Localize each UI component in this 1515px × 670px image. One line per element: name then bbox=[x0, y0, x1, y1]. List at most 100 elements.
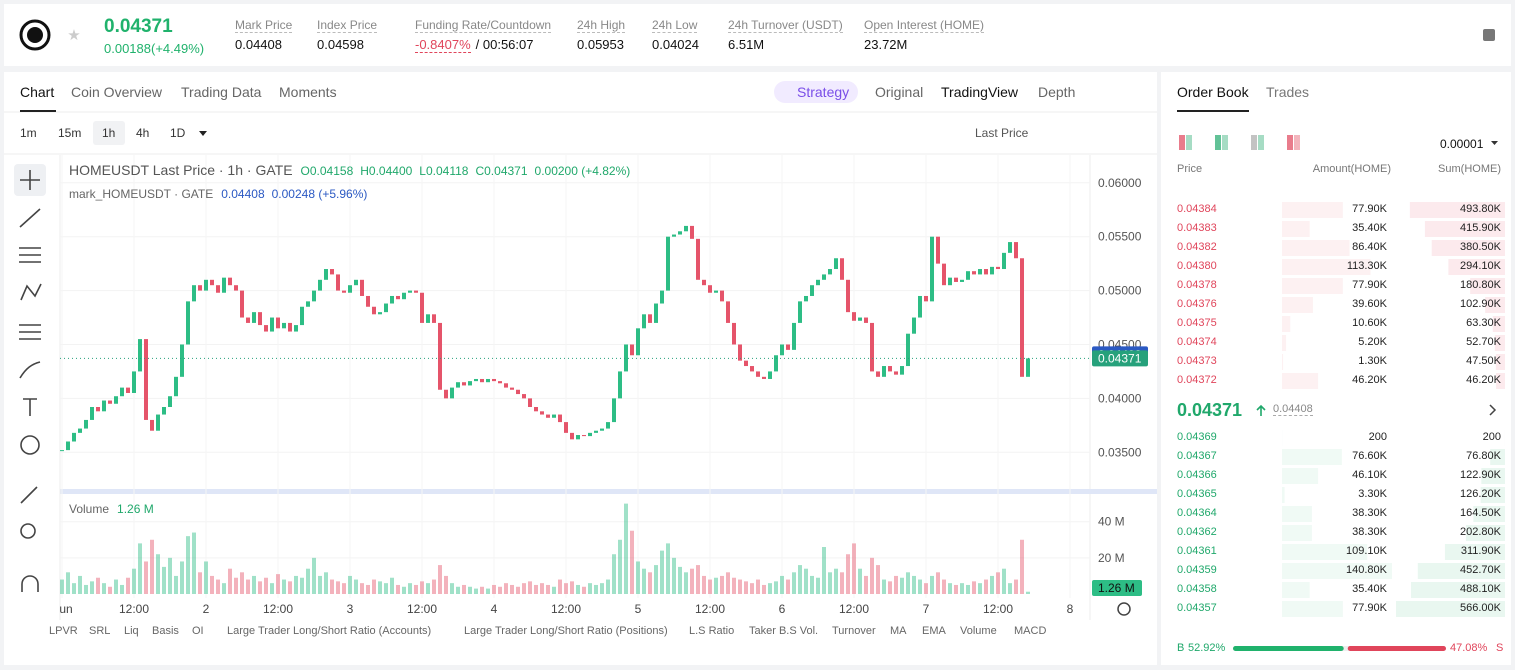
emoji-tool[interactable] bbox=[20, 435, 40, 455]
book-price[interactable]: 0.04366 bbox=[1177, 469, 1217, 481]
book-price[interactable]: 0.04376 bbox=[1177, 298, 1217, 310]
book-header: Sum(HOME) bbox=[1438, 163, 1501, 175]
book-price[interactable]: 0.04369 bbox=[1177, 431, 1217, 443]
settings-icon[interactable] bbox=[1117, 602, 1131, 616]
view-tab[interactable]: TradingView bbox=[941, 84, 1019, 100]
interval[interactable]: 1D bbox=[170, 126, 186, 140]
volume-bar bbox=[252, 575, 256, 594]
indicator[interactable]: SRL bbox=[89, 625, 111, 637]
strategy-pill[interactable] bbox=[774, 81, 858, 103]
indicator[interactable]: Large Trader Long/Short Ratio (Positions… bbox=[464, 625, 668, 637]
candle bbox=[486, 378, 490, 383]
candle bbox=[114, 396, 118, 404]
book-price[interactable]: 0.04380 bbox=[1177, 260, 1217, 272]
channel-tool[interactable] bbox=[19, 247, 41, 263]
chart-tab[interactable]: Coin Overview bbox=[71, 84, 163, 100]
volume-bar bbox=[540, 583, 544, 594]
book-tab[interactable]: Order Book bbox=[1177, 84, 1249, 100]
view-tab[interactable]: Original bbox=[875, 84, 924, 100]
volume-bar bbox=[120, 584, 124, 594]
interval[interactable]: 1m bbox=[20, 126, 37, 140]
ruler-tool[interactable] bbox=[20, 486, 38, 504]
indicator[interactable]: Volume bbox=[960, 625, 997, 637]
indicator[interactable]: L.S Ratio bbox=[689, 625, 735, 637]
stat-value: 0.04024 bbox=[652, 37, 699, 52]
book-price[interactable]: 0.04361 bbox=[1177, 545, 1217, 557]
volume-bar bbox=[84, 584, 88, 594]
precision[interactable]: 0.00001 bbox=[1440, 137, 1484, 151]
layout-icon[interactable] bbox=[1483, 29, 1495, 41]
indicator[interactable]: Taker B.S Vol. bbox=[749, 625, 819, 637]
book-price[interactable]: 0.04359 bbox=[1177, 564, 1217, 576]
indicator[interactable]: EMA bbox=[922, 625, 946, 637]
brush-tool[interactable] bbox=[19, 361, 41, 379]
interval[interactable]: 15m bbox=[58, 126, 82, 140]
book-price[interactable]: 0.04365 bbox=[1177, 488, 1217, 500]
book-price[interactable]: 0.04362 bbox=[1177, 526, 1217, 538]
volume-bar bbox=[666, 543, 670, 594]
indicator[interactable]: MACD bbox=[1014, 625, 1047, 637]
indicator[interactable]: Large Trader Long/Short Ratio (Accounts) bbox=[227, 625, 432, 637]
line-tool[interactable] bbox=[19, 208, 41, 228]
candle bbox=[330, 269, 334, 275]
book-price[interactable]: 0.04367 bbox=[1177, 450, 1217, 462]
indicator[interactable]: LPVR bbox=[49, 625, 78, 637]
chart-tab[interactable]: Trading Data bbox=[181, 84, 262, 100]
book-price[interactable]: 0.04364 bbox=[1177, 507, 1217, 519]
view-tab[interactable]: Strategy bbox=[797, 84, 850, 100]
book-price[interactable]: 0.04372 bbox=[1177, 374, 1217, 386]
text-tool[interactable] bbox=[23, 398, 37, 416]
amount-bar bbox=[1282, 297, 1313, 313]
book-price[interactable]: 0.04383 bbox=[1177, 222, 1217, 234]
indicator[interactable]: Basis bbox=[152, 625, 179, 637]
view-tab[interactable]: Depth bbox=[1038, 84, 1076, 100]
book-price[interactable]: 0.04373 bbox=[1177, 355, 1217, 367]
indicator[interactable]: Liq bbox=[124, 625, 139, 637]
candle bbox=[918, 295, 922, 318]
book-price[interactable]: 0.04382 bbox=[1177, 241, 1217, 253]
volume-bar bbox=[882, 579, 886, 594]
book-header: Price bbox=[1177, 163, 1203, 175]
book-price[interactable]: 0.04358 bbox=[1177, 583, 1217, 595]
volume-bar bbox=[402, 586, 406, 594]
chart-tab[interactable]: Moments bbox=[279, 84, 337, 100]
amount-bar bbox=[1282, 354, 1284, 370]
candle bbox=[948, 277, 952, 286]
zoom-tool[interactable] bbox=[20, 523, 36, 539]
book-price[interactable]: 0.04374 bbox=[1177, 336, 1217, 348]
candle bbox=[222, 277, 226, 293]
volume-bar bbox=[738, 579, 742, 594]
pattern-tool[interactable] bbox=[20, 283, 42, 301]
indicator[interactable]: Turnover bbox=[832, 625, 876, 637]
candle bbox=[144, 339, 148, 420]
chart-tab[interactable]: Chart bbox=[20, 84, 55, 100]
candle bbox=[102, 400, 106, 412]
indicator[interactable]: MA bbox=[890, 625, 907, 637]
interval-active[interactable] bbox=[93, 121, 125, 145]
volume-bar bbox=[780, 575, 784, 594]
volume-bar bbox=[384, 583, 388, 594]
volume-bar bbox=[864, 575, 868, 594]
price-type[interactable]: Last Price bbox=[975, 126, 1029, 140]
book-tab[interactable]: Trades bbox=[1266, 84, 1310, 100]
volume-bar bbox=[180, 561, 184, 594]
magnet-tool[interactable] bbox=[21, 575, 39, 592]
interval[interactable]: 1h bbox=[102, 126, 116, 140]
candle bbox=[468, 381, 472, 386]
book-price[interactable]: 0.04378 bbox=[1177, 279, 1217, 291]
volume-bar bbox=[894, 575, 898, 594]
interval[interactable]: 4h bbox=[136, 126, 150, 140]
crosshair-tool[interactable] bbox=[20, 170, 40, 190]
book-sum: 294.10K bbox=[1460, 260, 1501, 272]
amount-bar bbox=[1282, 449, 1342, 465]
volume-bar bbox=[342, 583, 346, 594]
indicator[interactable]: OI bbox=[192, 625, 204, 637]
candle bbox=[528, 398, 532, 407]
favorite-star[interactable]: ★ bbox=[67, 27, 80, 44]
book-price[interactable]: 0.04357 bbox=[1177, 602, 1217, 614]
fib-tool[interactable] bbox=[19, 324, 41, 340]
sum-bar bbox=[1496, 373, 1505, 389]
book-price[interactable]: 0.04375 bbox=[1177, 317, 1217, 329]
book-price[interactable]: 0.04384 bbox=[1177, 203, 1217, 215]
x-tick-label: 7 bbox=[923, 602, 930, 616]
